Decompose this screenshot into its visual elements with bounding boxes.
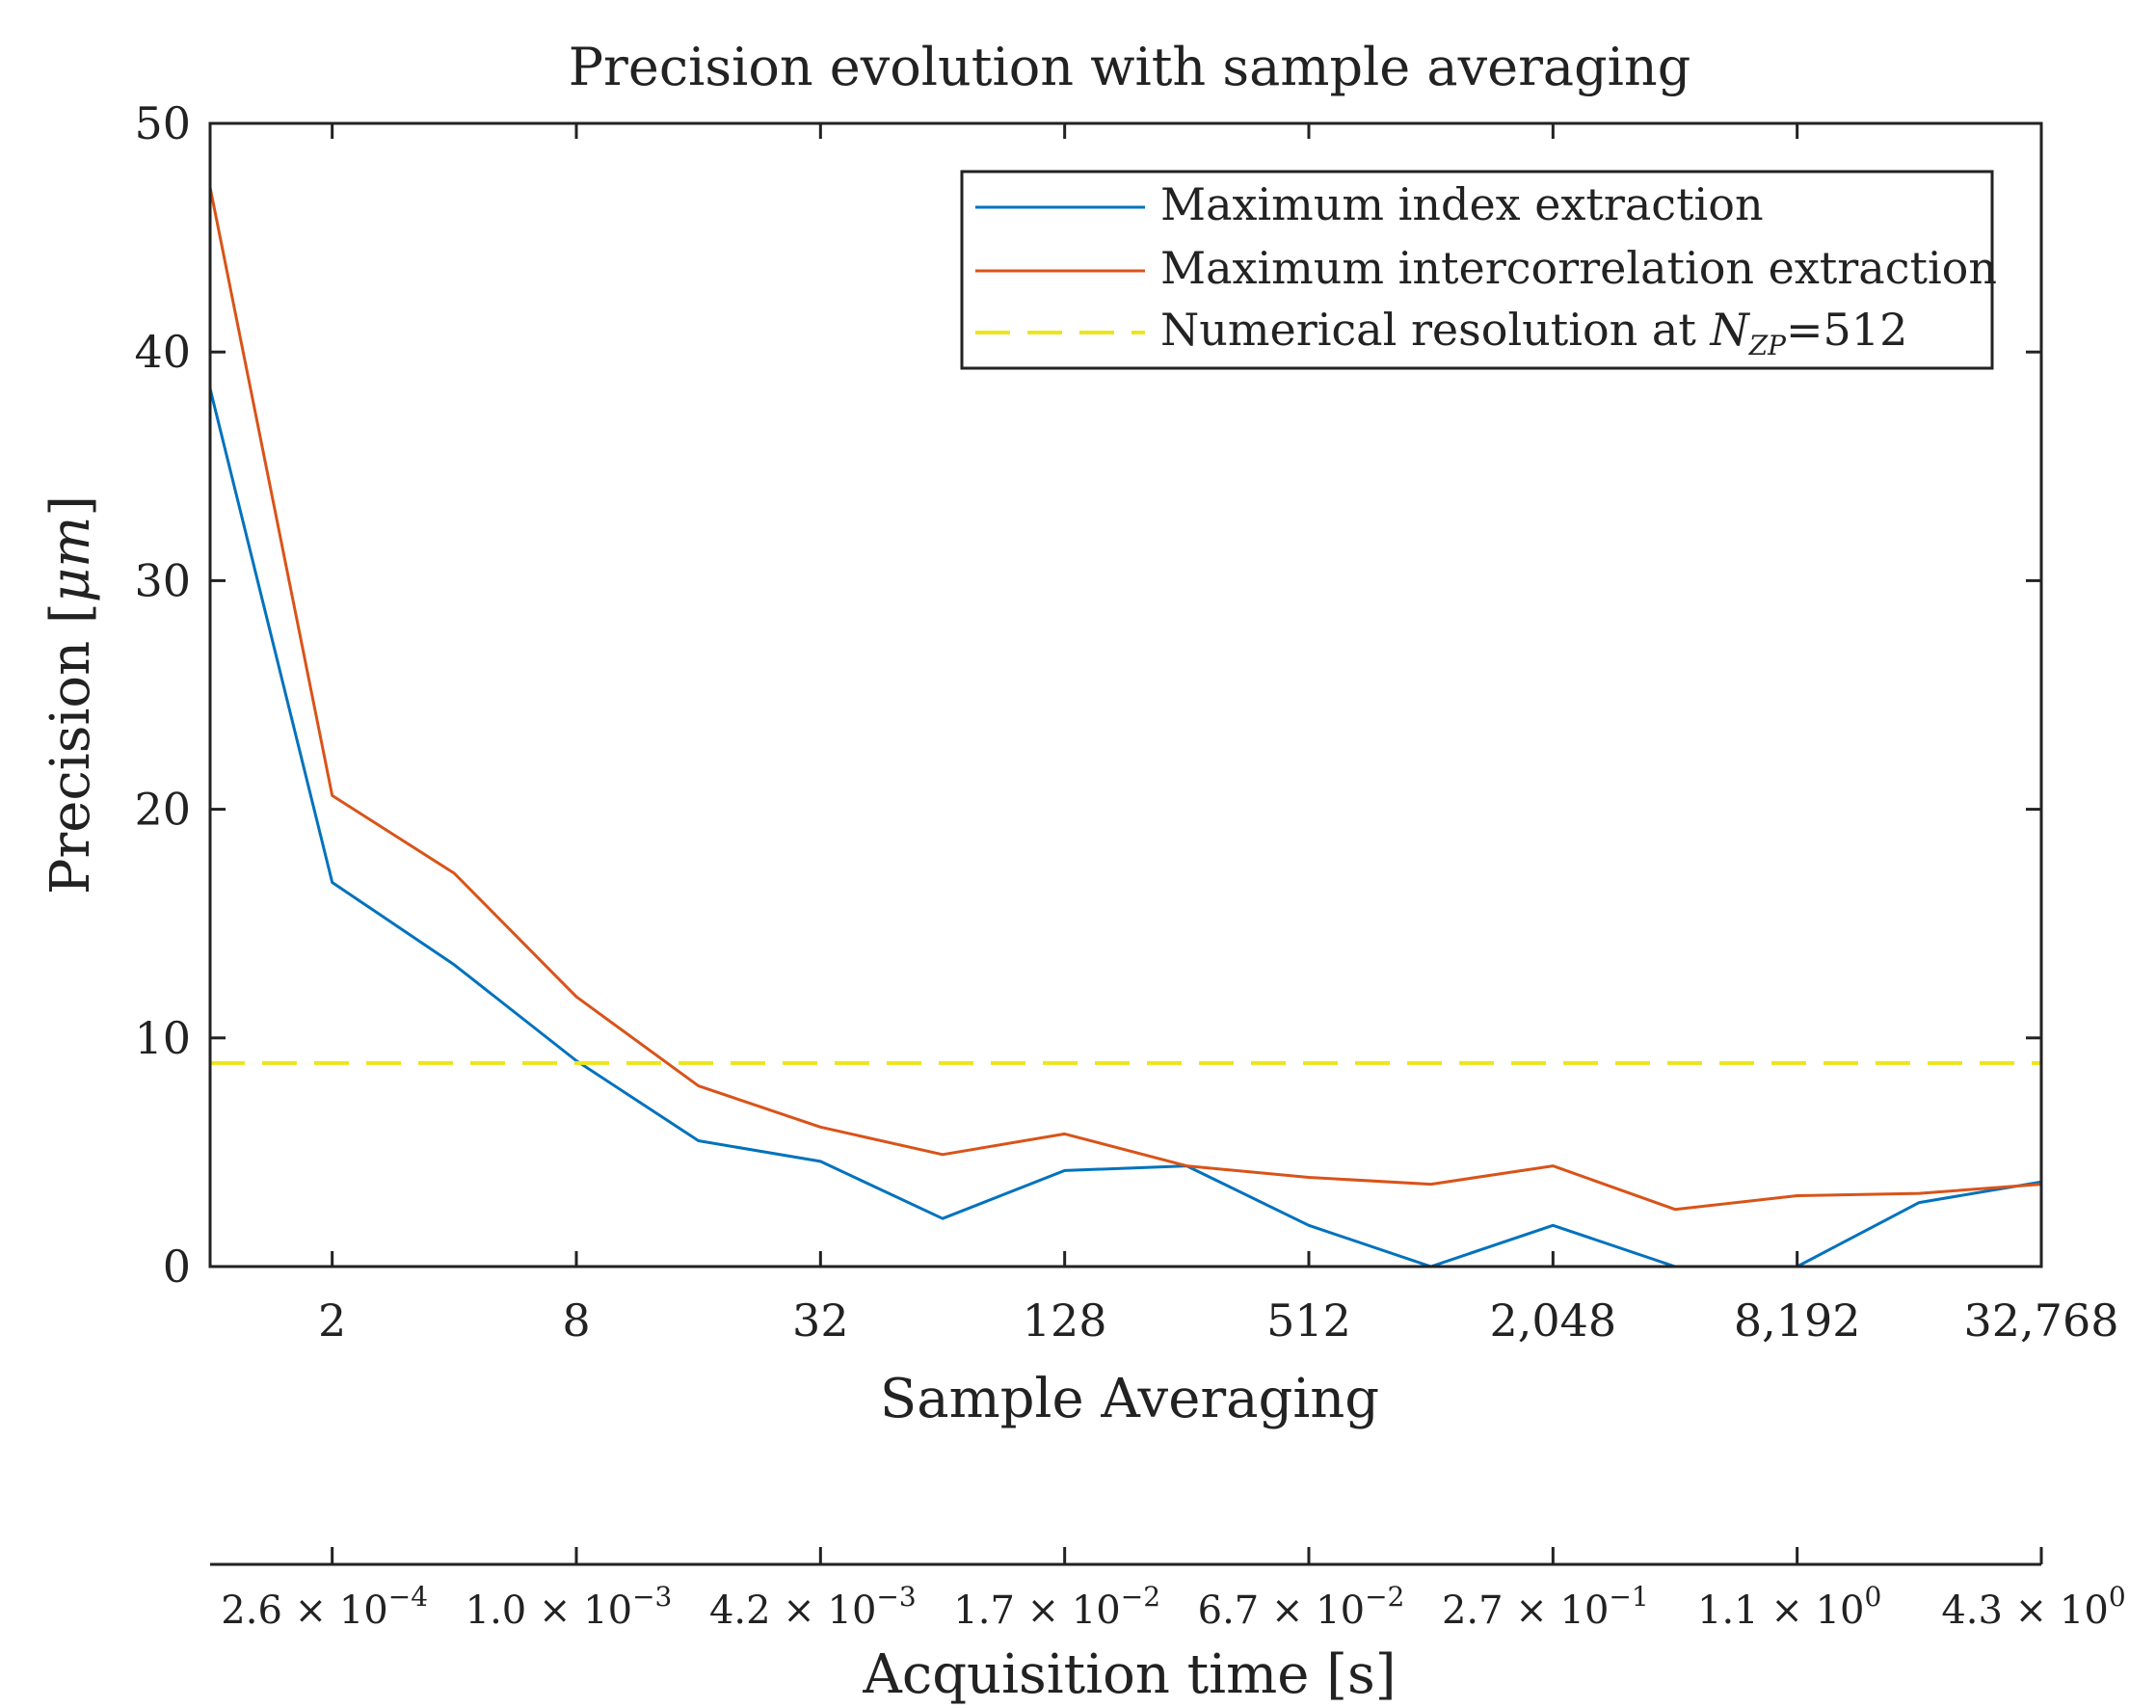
x-tick-label: 2,048 (1489, 1294, 1616, 1347)
y-tick-label: 20 (134, 784, 191, 836)
x-tick-label: 32,768 (1964, 1294, 2119, 1347)
y-axis: 0 10 20 30 40 50 (134, 97, 2041, 1293)
legend: Maximum index extraction Maximum interco… (960, 170, 1997, 370)
x2-tick-label: 1.1 × 100 (1697, 1581, 1881, 1633)
legend-label-index: Maximum index extraction (1160, 178, 1764, 230)
y-tick-label: 40 (134, 326, 191, 378)
x2-tick-label: 6.7 × 10−2 (1198, 1581, 1405, 1633)
x-tick-label: 32 (792, 1294, 849, 1347)
y-axis-label-unit: μm (40, 517, 102, 603)
x-tick-label: 8 (562, 1294, 590, 1347)
legend-label-resolution-text: Numerical resolution at (1160, 304, 1710, 356)
y-tick-label: 10 (134, 1012, 191, 1064)
y-axis-label: Precision [μm] (40, 495, 102, 894)
y-tick-label: 30 (134, 554, 191, 606)
plot-area-frame (208, 121, 2043, 1268)
x-axis-label: Sample Averaging (880, 1368, 1379, 1430)
secondary-x-axis-label: Acquisition time [s] (862, 1643, 1396, 1706)
chart-title: Precision evolution with sample averagin… (569, 37, 1691, 97)
x-tick-label: 512 (1266, 1294, 1351, 1347)
secondary-x-axis: 2.6 × 10−4 1.0 × 10−3 4.2 × 10−3 1.7 × 10−2… (221, 1547, 2126, 1633)
y-axis-label-close: ] (40, 495, 102, 517)
x2-tick-label: 1.0 × 10−3 (466, 1581, 673, 1633)
legend-label-intercorrelation: Maximum intercorrelation extraction (1160, 242, 1997, 294)
x2-tick-label: 2.6 × 10−4 (221, 1581, 428, 1633)
x2-tick-label: 4.3 × 100 (1941, 1581, 2125, 1633)
series-layer (210, 187, 2041, 1267)
legend-math-suffix: =512 (1786, 304, 1907, 356)
legend-math-symbol: N (1709, 304, 1750, 356)
x-tick-label: 8,192 (1734, 1294, 1861, 1347)
legend-math-subscript: ZP (1748, 330, 1787, 361)
y-tick-label: 50 (134, 97, 191, 149)
x-tick-label: 128 (1023, 1294, 1107, 1347)
y-axis-label-text: Precision [ (40, 602, 102, 894)
legend-label-resolution: Numerical resolution at NZP=512 (1160, 304, 1907, 361)
x-tick-label: 2 (318, 1294, 346, 1347)
x2-tick-label: 1.7 × 10−2 (953, 1581, 1160, 1633)
x2-tick-label: 4.2 × 10−3 (709, 1581, 917, 1633)
y-tick-label: 0 (163, 1241, 191, 1293)
series-line-index (210, 387, 2041, 1267)
x-axis: 2 8 32 128 512 2,048 8,192 32,768 (318, 123, 2118, 1347)
x2-tick-label: 2.7 × 10−1 (1442, 1581, 1649, 1633)
series-line-intercorrelation (210, 187, 2041, 1212)
